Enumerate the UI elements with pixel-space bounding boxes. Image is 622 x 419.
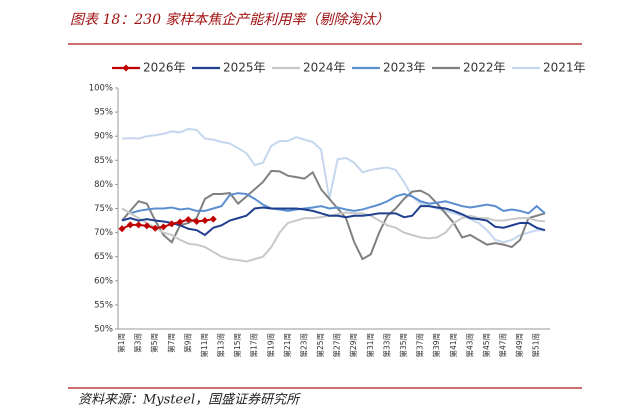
x-tick-label: 第33周	[381, 333, 391, 358]
x-tick-label: 第19周	[265, 333, 275, 358]
x-tick-label: 第31周	[365, 333, 375, 358]
x-tick-label: 第7周	[166, 333, 176, 353]
y-tick-label: 65%	[94, 252, 113, 262]
point-marker	[201, 217, 209, 225]
legend-marker	[122, 64, 130, 72]
legend-label: 2023年	[383, 61, 426, 75]
series-line	[121, 192, 546, 215]
x-tick-label: 第25周	[315, 333, 325, 358]
x-tick-label: 第17周	[249, 333, 259, 358]
y-tick-label: 60%	[94, 276, 113, 286]
point-marker	[176, 218, 184, 226]
x-tick-label: 第1周	[116, 333, 126, 353]
x-tick-label: 第47周	[498, 333, 508, 358]
y-tick-label: 85%	[94, 156, 113, 166]
x-tick-label: 第37周	[415, 333, 425, 358]
source: 资料来源：Mysteel，国盛证券研究所	[78, 392, 301, 408]
x-tick-label: 第27周	[332, 333, 342, 358]
point-marker	[118, 225, 126, 233]
x-tick-label: 第43周	[464, 333, 474, 358]
y-tick-label: 80%	[94, 180, 113, 190]
x-tick-label: 第21周	[282, 333, 292, 358]
point-marker	[193, 218, 201, 226]
x-tick-label: 第15周	[232, 333, 242, 358]
x-tick-label: 第39周	[431, 333, 441, 358]
legend-label: 2022年	[463, 61, 506, 75]
x-tick-label: 第11周	[199, 333, 209, 358]
x-tick-label: 第13周	[216, 333, 226, 358]
chart-title: 图表 18：230 家样本焦企产能利用率（剔除淘汰）	[70, 12, 389, 28]
point-marker	[159, 223, 167, 231]
y-tick-label: 95%	[94, 108, 113, 118]
x-tick-label: 第45周	[481, 333, 491, 358]
x-tick-label: 第29周	[348, 333, 358, 358]
point-marker	[135, 221, 143, 229]
y-tick-label: 100%	[89, 84, 113, 94]
point-marker	[151, 224, 159, 232]
legend-label: 2025年	[223, 61, 266, 75]
legend-label: 2026年	[143, 61, 186, 75]
y-tick-label: 70%	[94, 228, 113, 238]
point-marker	[209, 215, 217, 223]
point-marker	[143, 222, 151, 230]
series-line	[121, 205, 546, 237]
y-tick-label: 90%	[94, 132, 113, 142]
x-tick-label: 第9周	[182, 333, 192, 353]
legend-label: 2024年	[303, 61, 346, 75]
series-line	[121, 127, 545, 244]
x-tick-label: 第41周	[448, 333, 458, 358]
x-tick-label: 第51周	[531, 333, 541, 358]
y-tick-label: 75%	[94, 204, 113, 214]
x-tick-label: 第35周	[398, 333, 408, 358]
x-tick-label: 第3周	[133, 333, 143, 353]
point-marker	[168, 220, 176, 228]
x-tick-label: 第5周	[149, 333, 159, 353]
point-marker	[184, 216, 192, 224]
point-marker	[126, 221, 134, 229]
x-tick-label: 第23周	[298, 333, 308, 358]
legend-label: 2021年	[543, 61, 586, 75]
y-tick-label: 50%	[94, 325, 113, 335]
x-tick-label: 第49周	[514, 333, 524, 358]
y-tick-label: 55%	[94, 300, 113, 310]
